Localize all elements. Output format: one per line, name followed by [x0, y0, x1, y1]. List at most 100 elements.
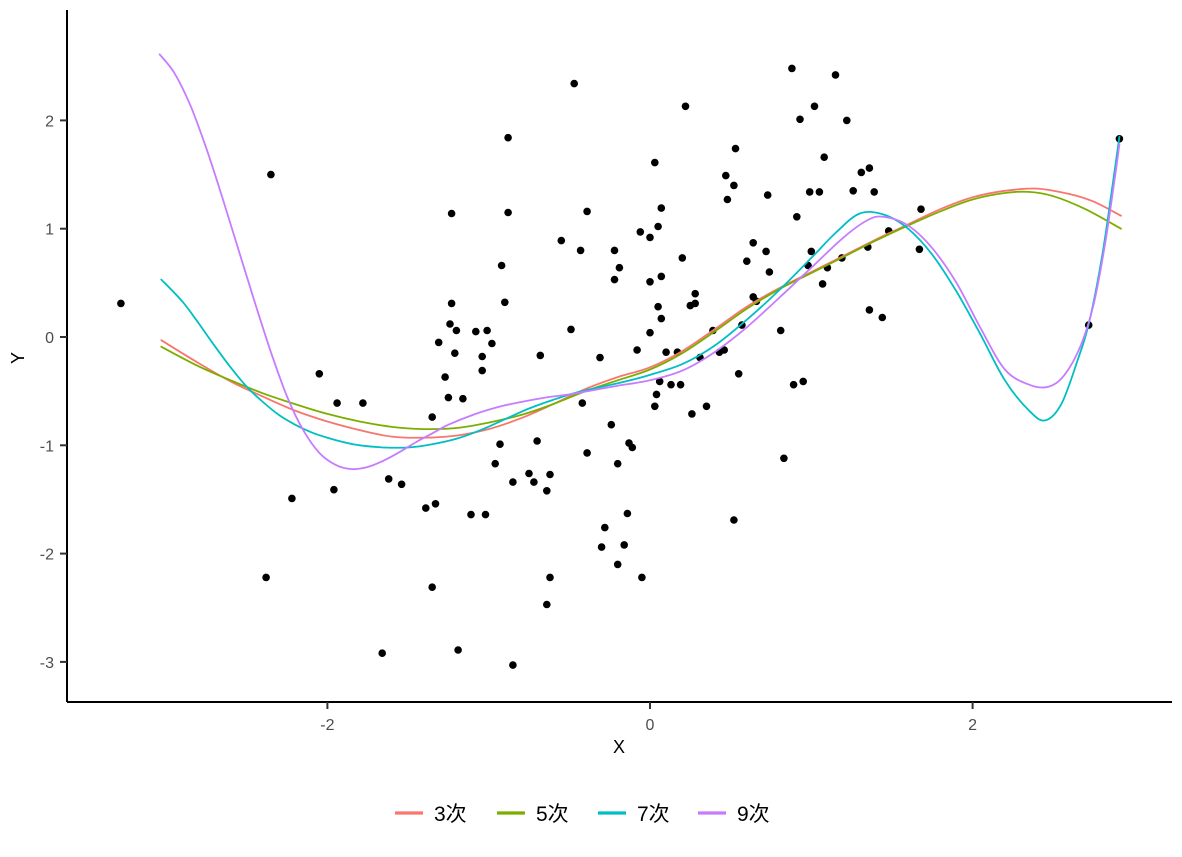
data-point: [636, 228, 645, 236]
data-point: [533, 437, 541, 445]
data-point: [567, 325, 575, 334]
x-axis-ticks: -2 0 2: [320, 702, 977, 734]
scatter-points: [117, 64, 1124, 669]
data-point: [378, 649, 387, 657]
legend-item: 9次: [698, 803, 770, 826]
data-point: [117, 299, 125, 308]
data-point: [722, 171, 730, 180]
legend-item: 5次: [497, 803, 569, 826]
x-tick-label: -2: [320, 717, 334, 734]
data-point: [607, 420, 616, 429]
data-point: [776, 326, 785, 335]
data-point: [613, 560, 622, 569]
data-point: [654, 222, 662, 231]
data-point: [652, 390, 661, 399]
data-point: [613, 459, 622, 468]
data-point: [557, 236, 566, 245]
data-point: [428, 583, 437, 591]
data-point: [820, 153, 828, 161]
data-point: [793, 213, 801, 221]
data-point: [601, 523, 609, 532]
data-point: [491, 459, 500, 468]
y-tick-label: 0: [45, 330, 54, 347]
data-point: [691, 289, 699, 298]
x-axis-title: X: [613, 737, 625, 757]
data-point: [849, 187, 857, 195]
data-point: [780, 454, 788, 463]
x-tick-label: 2: [968, 717, 977, 734]
data-point: [810, 102, 819, 111]
data-point: [734, 370, 743, 378]
data-point: [762, 247, 770, 256]
data-point: [688, 410, 696, 418]
legend-label: 3次: [434, 803, 467, 826]
data-point: [483, 326, 491, 335]
data-point: [749, 239, 757, 247]
legend-label: 5次: [536, 803, 569, 826]
data-point: [765, 268, 774, 276]
data-point: [654, 302, 662, 311]
data-point: [628, 443, 637, 452]
data-point: [831, 71, 840, 79]
data-point: [428, 413, 437, 421]
data-point: [646, 278, 654, 286]
legend-item: 3次: [395, 803, 467, 826]
data-point: [720, 346, 728, 354]
data-point: [444, 393, 453, 402]
data-point: [743, 257, 751, 266]
data-point: [496, 440, 504, 449]
data-point: [731, 144, 740, 153]
data-point: [504, 208, 512, 217]
data-point: [655, 377, 664, 386]
data-point: [865, 306, 874, 314]
data-point: [576, 246, 585, 255]
data-point: [681, 102, 690, 111]
data-point: [452, 326, 461, 335]
data-point: [509, 478, 517, 486]
data-point: [488, 339, 496, 348]
data-point: [397, 480, 406, 489]
data-point: [843, 116, 851, 125]
y-tick-label: -2: [40, 547, 54, 564]
data-point: [657, 272, 666, 281]
data-point: [546, 573, 554, 582]
data-point: [676, 380, 685, 389]
data-point: [878, 313, 887, 322]
data-point: [478, 352, 487, 361]
data-point: [578, 399, 587, 407]
data-point: [633, 346, 641, 354]
data-point: [454, 646, 462, 654]
data-point: [467, 510, 475, 519]
legend-item: 7次: [598, 803, 670, 826]
data-point: [509, 661, 517, 669]
data-point: [857, 168, 866, 177]
data-point: [723, 195, 732, 204]
data-point: [805, 188, 814, 196]
legend: 3次 5次 7次 9次: [395, 803, 770, 826]
data-point: [730, 516, 738, 524]
y-tick-label: 2: [45, 113, 54, 130]
data-point: [583, 449, 591, 457]
fit-curve-2: [160, 190, 1122, 431]
data-point: [315, 370, 324, 378]
data-point: [610, 275, 619, 284]
data-point: [917, 205, 925, 213]
data-point: [815, 188, 824, 196]
data-point: [870, 188, 878, 196]
data-point: [796, 115, 804, 124]
data-point: [481, 510, 490, 519]
data-point: [596, 353, 604, 362]
data-point: [543, 487, 551, 495]
y-tick-label: -3: [40, 655, 54, 672]
data-point: [597, 543, 606, 551]
y-axis-title: Y: [8, 352, 28, 364]
data-point: [818, 280, 827, 288]
data-point: [657, 314, 666, 323]
data-point: [530, 478, 538, 486]
data-point: [384, 475, 393, 483]
fit-curve-1: [160, 187, 1122, 439]
data-point: [799, 377, 807, 386]
data-point: [646, 328, 654, 337]
legend-label: 9次: [737, 803, 770, 826]
